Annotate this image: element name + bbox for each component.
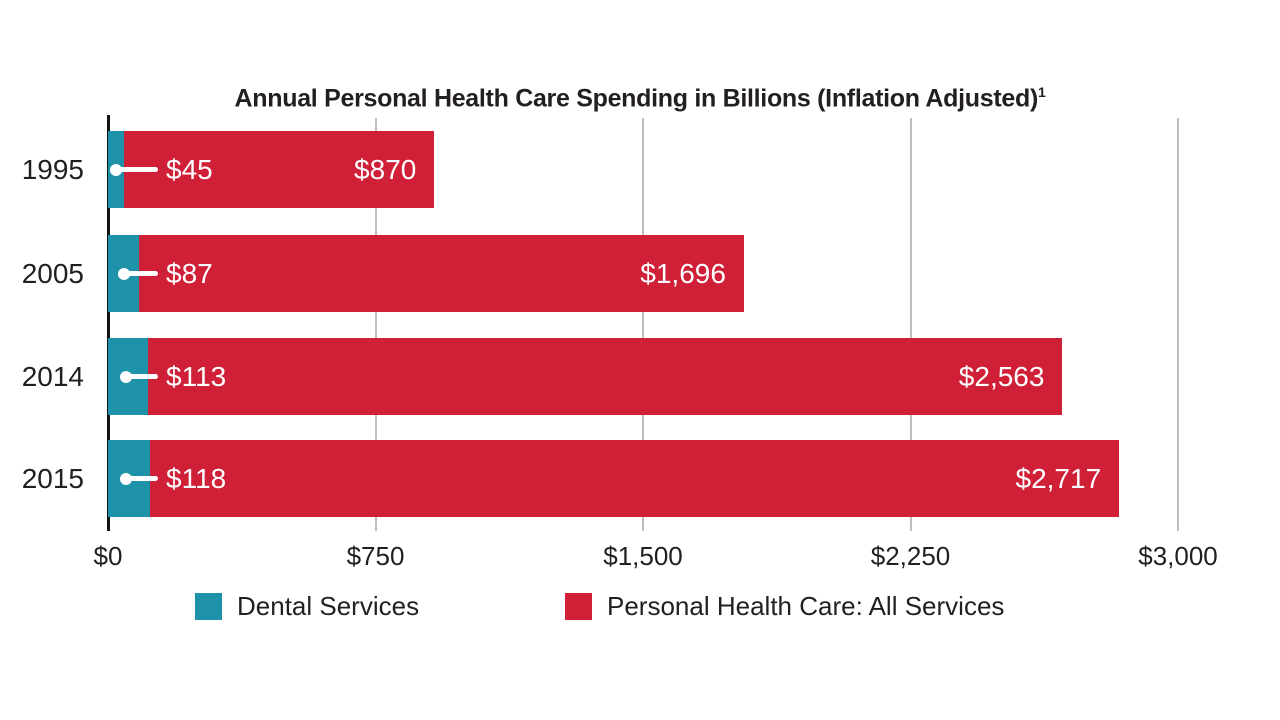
gridline-$2,250 — [909, 118, 912, 531]
gridline-$750 — [374, 118, 377, 531]
gridline-$1,500 — [642, 118, 644, 531]
y-axis-label-2005: 2005 — [21, 258, 84, 289]
legend-swatch — [195, 593, 222, 620]
legend: Dental Services Personal Health Care: All… — [0, 591, 1280, 623]
y-axis-label-2014: 2014 — [21, 361, 84, 392]
all-services-bar-segment — [139, 235, 744, 312]
all-services-value-label: $2,717 — [1015, 462, 1102, 494]
callout-line — [126, 374, 158, 379]
legend-label: Personal Health Care: All Services — [607, 591, 1005, 621]
dental-value-label: $45 — [166, 153, 213, 185]
bar-stack — [108, 440, 1120, 517]
chart-title-footnote-marker: 1 — [1037, 84, 1046, 100]
dental-value-label: $113 — [166, 360, 227, 392]
plot-area: $45 $870 $87 $1,696 $113 $2,563 $118 $2,717 $0 $… — [94, 115, 1218, 571]
y-axis-label-2015: 2015 — [21, 463, 84, 494]
all-services-bar-segment — [150, 440, 1120, 517]
bar-row-2015: $118 $2,717 — [108, 440, 1178, 517]
callout-line — [126, 476, 158, 481]
bar-stack — [108, 235, 744, 312]
legend-item: Dental Services — [195, 591, 419, 622]
all-services-bar-segment — [148, 338, 1063, 415]
bar-row-2014: $113 $2,563 — [108, 338, 1178, 415]
x-tick-label: $2,250 — [870, 541, 951, 571]
bar-stack — [108, 338, 1063, 415]
bar-row-1995: $45 $870 — [108, 131, 1178, 208]
legend-label: Dental Services — [237, 591, 420, 621]
all-services-value-label: $2,563 — [958, 360, 1045, 392]
chart-title-text: Annual Personal Health Care Spending in … — [234, 84, 1039, 113]
y-axis-line — [107, 115, 110, 531]
legend-item: Personal Health Care: All Services — [565, 591, 1004, 622]
x-tick-label: $3,000 — [1138, 541, 1218, 571]
bar-stack — [108, 131, 435, 208]
x-tick-label: $750 — [346, 541, 405, 571]
callout-line — [116, 167, 158, 172]
legend-swatch — [565, 593, 592, 620]
chart-title: Annual Personal Health Care Spending in … — [0, 84, 1280, 113]
dental-value-label: $118 — [166, 462, 227, 494]
dental-value-label: $87 — [166, 257, 213, 289]
callout-line — [123, 271, 158, 276]
all-services-value-label: $1,696 — [640, 257, 726, 289]
all-services-bar-segment — [124, 131, 435, 208]
all-services-value-label: $870 — [354, 153, 417, 185]
gridline-$3,000 — [1177, 118, 1179, 531]
x-tick-label: $0 — [93, 541, 123, 571]
y-axis-label-1995: 1995 — [21, 154, 84, 185]
x-tick-label: $1,500 — [603, 541, 683, 571]
bar-row-2005: $87 $1,696 — [108, 235, 1178, 312]
